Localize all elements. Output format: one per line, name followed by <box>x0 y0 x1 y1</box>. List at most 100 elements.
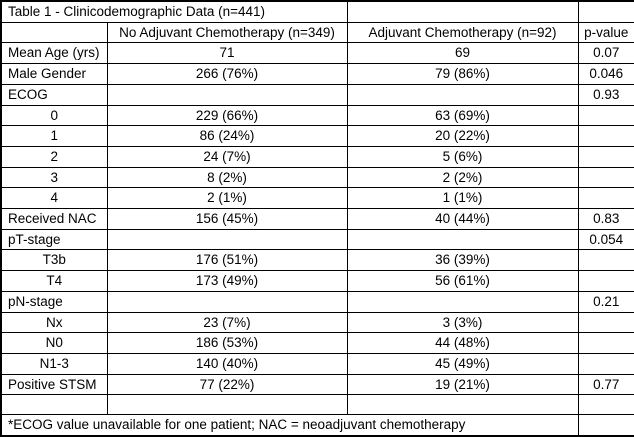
no-adjuvant-value: 156 (45%) <box>106 208 348 230</box>
table-row: T3b 176 (51%) 36 (39%) <box>0 249 634 272</box>
table-title-row: Table 1 - Clinicodemographic Data (n=441… <box>0 0 634 23</box>
column-header-pvalue: p-value <box>577 21 634 44</box>
adjuvant-value: 36 (39%) <box>346 249 579 272</box>
row-label: Nx <box>0 311 108 334</box>
row-label: 0 <box>0 104 108 127</box>
p-value: 0.07 <box>577 42 634 65</box>
no-adjuvant-value: 173 (49%) <box>106 270 348 292</box>
p-value: 0.83 <box>577 208 634 230</box>
table-title: Table 1 - Clinicodemographic Data (n=441… <box>0 0 348 23</box>
p-value: 0.93 <box>577 83 634 106</box>
table-header-row: No Adjuvant Chemotherapy (n=349) Adjuvan… <box>0 21 634 44</box>
row-label: N0 <box>0 332 108 354</box>
p-value <box>577 270 634 292</box>
row-label <box>0 394 108 416</box>
table-row: Positive STSM 77 (22%) 19 (21%) 0.77 <box>0 373 634 396</box>
adjuvant-value: 45 (49%) <box>346 352 579 375</box>
table-row: N0 186 (53%) 44 (48%) <box>0 332 634 354</box>
p-value <box>577 166 634 189</box>
adjuvant-value: 5 (6%) <box>346 145 579 168</box>
no-adjuvant-value: 266 (76%) <box>106 63 348 85</box>
table-row: N1-3 140 (40%) 45 (49%) <box>0 352 634 375</box>
p-value: 0.054 <box>577 228 634 251</box>
table-row: 2 24 (7%) 5 (6%) <box>0 145 634 168</box>
adjuvant-value <box>346 83 579 106</box>
adjuvant-value <box>346 290 579 313</box>
table-row: pN-stage 0.21 <box>0 290 634 313</box>
no-adjuvant-value: 77 (22%) <box>106 373 348 396</box>
no-adjuvant-value: 8 (2%) <box>106 166 348 189</box>
no-adjuvant-value: 229 (66%) <box>106 104 348 127</box>
row-label: pN-stage <box>0 290 108 313</box>
table-footnote-row: *ECOG value unavailable for one patient;… <box>0 414 634 437</box>
table-row: pT-stage 0.054 <box>0 228 634 251</box>
no-adjuvant-value: 140 (40%) <box>106 352 348 375</box>
p-value <box>577 311 634 334</box>
p-value: 0.77 <box>577 373 634 396</box>
no-adjuvant-value: 23 (7%) <box>106 311 348 334</box>
row-label: Mean Age (yrs) <box>0 42 108 65</box>
p-value <box>577 187 634 210</box>
table-footnote: *ECOG value unavailable for one patient;… <box>0 414 579 437</box>
column-header-adjuvant: Adjuvant Chemotherapy (n=92) <box>346 21 579 44</box>
table-row: T4 173 (49%) 56 (61%) <box>0 270 634 292</box>
adjuvant-value: 63 (69%) <box>346 104 579 127</box>
title-row-empty-cell <box>346 0 579 23</box>
adjuvant-value: 79 (86%) <box>346 63 579 85</box>
no-adjuvant-value: 71 <box>106 42 348 65</box>
no-adjuvant-value <box>106 394 348 416</box>
row-label: 1 <box>0 125 108 147</box>
column-header-no-adjuvant: No Adjuvant Chemotherapy (n=349) <box>106 21 348 44</box>
adjuvant-value: 44 (48%) <box>346 332 579 354</box>
table-row: 0 229 (66%) 63 (69%) <box>0 104 634 127</box>
p-value <box>577 332 634 354</box>
row-label: 2 <box>0 145 108 168</box>
table-row: Male Gender 266 (76%) 79 (86%) 0.046 <box>0 63 634 85</box>
row-label: 3 <box>0 166 108 189</box>
row-label: Received NAC <box>0 208 108 230</box>
no-adjuvant-value: 86 (24%) <box>106 125 348 147</box>
row-label: T4 <box>0 270 108 292</box>
row-label: Male Gender <box>0 63 108 85</box>
adjuvant-value: 1 (1%) <box>346 187 579 210</box>
adjuvant-value: 19 (21%) <box>346 373 579 396</box>
adjuvant-value: 2 (2%) <box>346 166 579 189</box>
row-label: Positive STSM <box>0 373 108 396</box>
no-adjuvant-value: 2 (1%) <box>106 187 348 210</box>
no-adjuvant-value <box>106 290 348 313</box>
p-value <box>577 352 634 375</box>
adjuvant-value: 40 (44%) <box>346 208 579 230</box>
adjuvant-value: 69 <box>346 42 579 65</box>
table-row: Received NAC 156 (45%) 40 (44%) 0.83 <box>0 208 634 230</box>
no-adjuvant-value: 24 (7%) <box>106 145 348 168</box>
table-row: Mean Age (yrs) 71 69 0.07 <box>0 42 634 65</box>
table-row: ECOG 0.93 <box>0 83 634 106</box>
adjuvant-value: 20 (22%) <box>346 125 579 147</box>
adjuvant-value: 56 (61%) <box>346 270 579 292</box>
no-adjuvant-value <box>106 83 348 106</box>
footnote-row-empty-cell <box>577 414 634 437</box>
p-value <box>577 125 634 147</box>
p-value <box>577 249 634 272</box>
title-row-empty-cell <box>577 0 634 23</box>
row-label: pT-stage <box>0 228 108 251</box>
table-row <box>0 394 634 416</box>
row-label: N1-3 <box>0 352 108 375</box>
row-label: 4 <box>0 187 108 210</box>
row-label: ECOG <box>0 83 108 106</box>
p-value: 0.046 <box>577 63 634 85</box>
column-header-blank <box>0 21 108 44</box>
adjuvant-value <box>346 394 579 416</box>
adjuvant-value <box>346 228 579 251</box>
adjuvant-value: 3 (3%) <box>346 311 579 334</box>
table-row: Nx 23 (7%) 3 (3%) <box>0 311 634 334</box>
no-adjuvant-value: 186 (53%) <box>106 332 348 354</box>
no-adjuvant-value <box>106 228 348 251</box>
table-row: 1 86 (24%) 20 (22%) <box>0 125 634 147</box>
p-value <box>577 145 634 168</box>
p-value <box>577 104 634 127</box>
